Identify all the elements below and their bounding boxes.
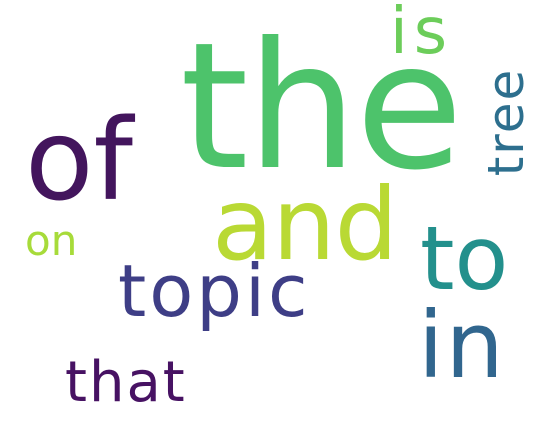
word-tree: tree	[477, 67, 535, 177]
word-topic: topic	[118, 249, 311, 333]
word-and: and	[212, 166, 398, 283]
word-to: to	[420, 207, 509, 310]
word-that: that	[65, 350, 187, 415]
word-of: of	[25, 96, 133, 226]
word-on: on	[25, 216, 78, 265]
word-in: in	[418, 292, 506, 399]
word-is: is	[390, 0, 454, 69]
word-the: the	[180, 6, 463, 209]
